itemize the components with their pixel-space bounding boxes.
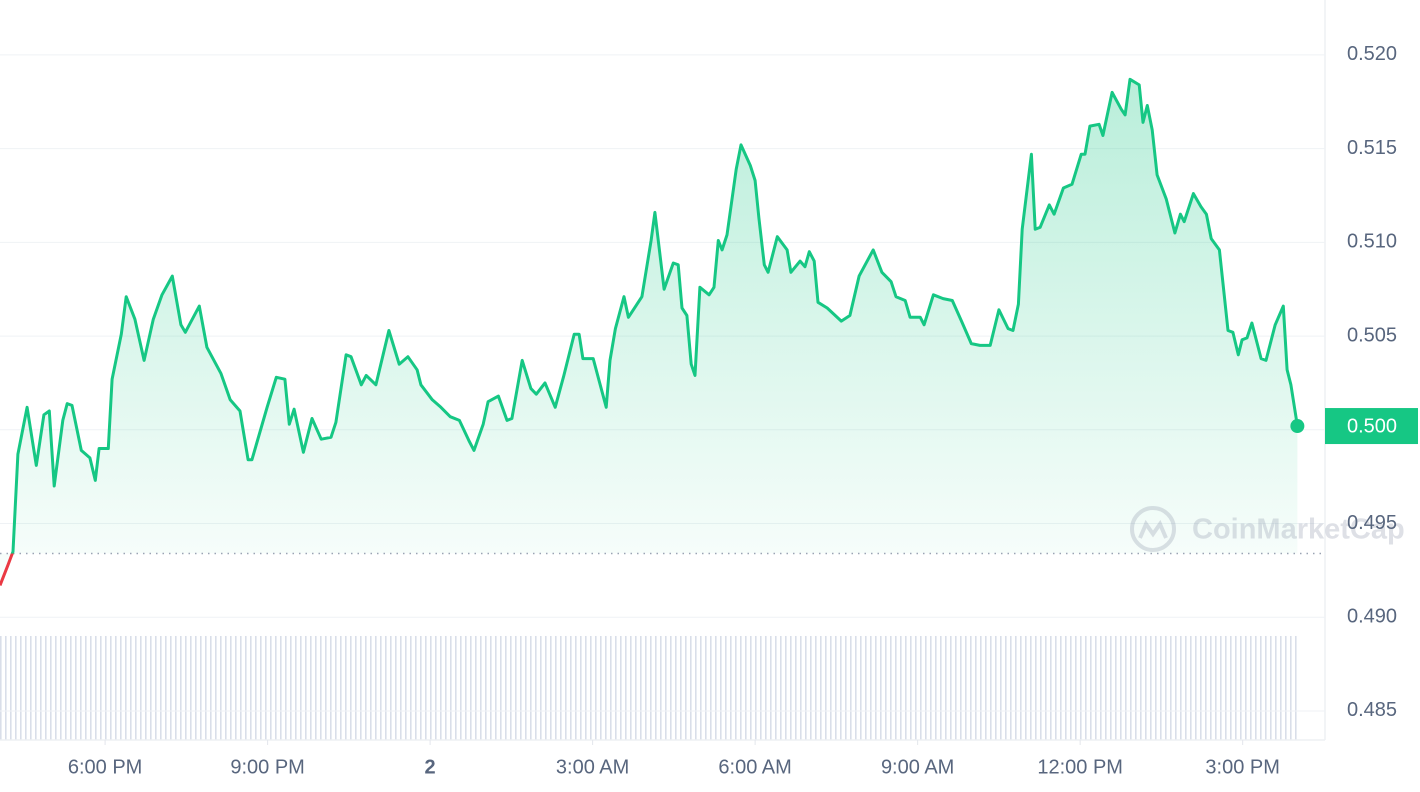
y-tick-label: 0.490 [1347,606,1397,628]
watermark-text: CoinMarketCap [1192,514,1405,546]
watermark-logo [1130,506,1176,552]
price-tag [1325,408,1418,445]
area-fill [0,79,1298,586]
x-tick-label: 3:00 PM [1205,756,1279,778]
price-tag-label: 0.500 [1347,415,1397,437]
y-tick-label: 0.495 [1347,512,1397,534]
y-tick-label: 0.510 [1347,231,1397,253]
x-tick-label: 9:00 PM [230,756,304,778]
y-tick-label: 0.485 [1347,699,1397,721]
y-tick-label: 0.520 [1347,43,1397,65]
y-tick-label: 0.505 [1347,324,1397,346]
x-tick-label: 2 [425,756,436,778]
x-tick-label: 12:00 PM [1037,756,1123,778]
x-tick-label: 9:00 AM [881,756,954,778]
x-tick-label: 6:00 PM [68,756,142,778]
watermark: CoinMarketCap [1130,506,1405,552]
watermark-logo [1138,519,1168,539]
price-line [0,77,1299,586]
volume-decoration [0,636,1299,740]
y-tick-label: 0.515 [1347,137,1397,159]
x-tick-label: 3:00 AM [556,756,629,778]
x-tick-label: 6:00 AM [718,756,791,778]
last-point [1290,419,1305,434]
